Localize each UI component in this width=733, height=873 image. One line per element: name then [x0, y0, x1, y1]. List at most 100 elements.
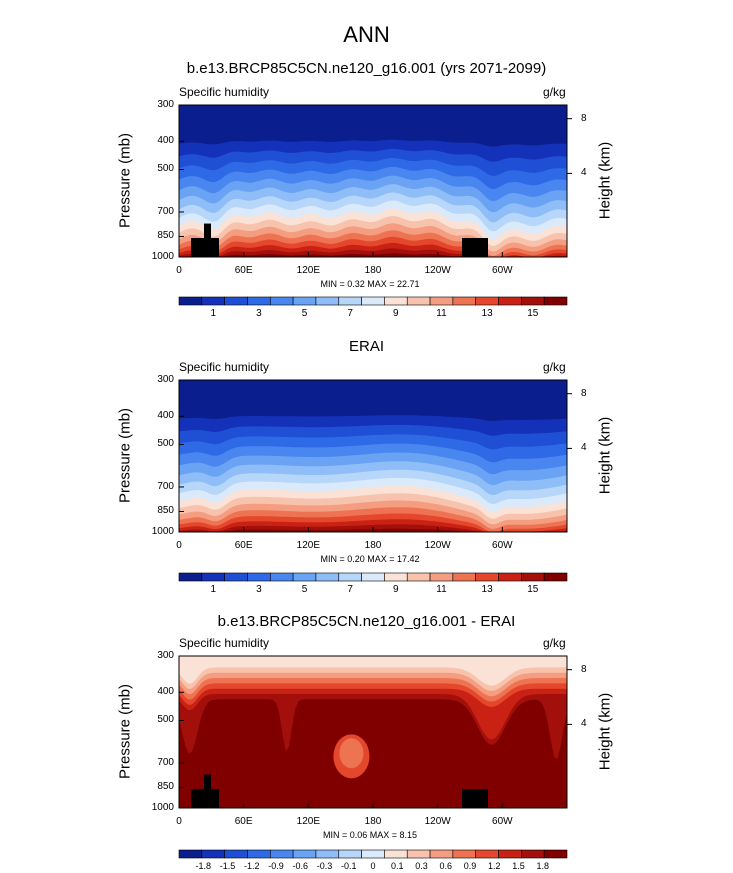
colorbar-label: 13: [481, 584, 493, 595]
colorbar-label: 7: [347, 308, 353, 319]
colorbar-label: 9: [393, 584, 399, 595]
colorbar-label: 3: [256, 584, 262, 595]
y-tick-label: 1000: [151, 251, 174, 262]
x-tick-label: 120W: [424, 540, 451, 551]
colorbar-label: 1.8: [536, 861, 549, 871]
colorbar-label: 13: [481, 308, 493, 319]
y-axis-label: Pressure (mb): [116, 683, 134, 780]
panel-title: b.e13.BRCP85C5CN.ne120_g16.001 - ERAI: [217, 613, 516, 630]
variable-label: Specific humidity: [179, 636, 270, 650]
y-tick-label: 850: [157, 505, 174, 517]
colorbar-label: -1.5: [219, 861, 236, 871]
colorbar-label: -1.2: [243, 861, 260, 871]
y-tick-label: 400: [157, 410, 174, 422]
colorbar-label: 0: [370, 861, 376, 871]
colorbar-label: -0.1: [340, 861, 357, 871]
y-tick-label: 700: [157, 756, 174, 768]
colorbar-swatch: [292, 849, 317, 859]
colorbar-swatch: [247, 849, 271, 859]
colorbar-label: 7: [347, 584, 353, 595]
min-max-label: MIN = 0.06 MAX = 8.15: [322, 830, 418, 840]
colorbar-label: 1: [210, 308, 217, 319]
y-tick-label: 700: [157, 480, 174, 492]
topography-mask: [204, 223, 211, 257]
y-tick-label: 1000: [151, 526, 174, 537]
x-tick-label: 0: [176, 816, 182, 827]
topography-mask: [191, 238, 205, 257]
colorbar-swatch: [178, 849, 203, 859]
colorbar-swatch: [361, 849, 385, 859]
panel-title: ERAI: [348, 338, 384, 355]
colorbar-swatch: [384, 849, 408, 859]
units-label: g/kg: [543, 636, 566, 650]
x-tick-label: 180: [364, 265, 382, 276]
colorbar-swatch: [429, 849, 454, 859]
field-blob: [339, 738, 364, 769]
colorbar-label: 1.2: [487, 861, 501, 871]
x-tick-label: 120E: [296, 816, 320, 827]
y-tick-label: 300: [157, 374, 174, 385]
field-band: [179, 699, 567, 808]
right-tick-label: 8: [581, 663, 587, 675]
y-tick-label: 400: [157, 135, 174, 147]
variable-label: Specific humidity: [179, 360, 270, 374]
units-label: g/kg: [543, 85, 566, 99]
panel-title: b.e13.BRCP85C5CN.ne120_g16.001 (yrs 2071…: [186, 60, 547, 77]
topography-mask: [462, 789, 488, 808]
x-tick-label: 60E: [234, 816, 253, 827]
min-max-label: MIN = 0.20 MAX = 17.42: [320, 554, 420, 564]
colorbar-swatch: [543, 572, 568, 582]
x-tick-label: 180: [364, 816, 382, 827]
x-tick-label: 120W: [424, 816, 451, 827]
x-tick-label: 0: [176, 540, 182, 551]
x-tick-label: 60W: [492, 816, 513, 827]
colorbar: [178, 296, 568, 306]
colorbar: [178, 849, 568, 859]
colorbar-label: 11: [436, 308, 447, 319]
page-title: ANN: [343, 22, 390, 47]
y-tick-label: 500: [157, 163, 174, 175]
y-tick-label: 300: [157, 650, 174, 661]
x-tick-label: 60E: [234, 540, 253, 551]
right-tick-label: 8: [581, 112, 587, 124]
x-tick-label: 180: [364, 540, 382, 551]
topography-mask: [209, 789, 219, 808]
colorbar-label: -0.9: [268, 861, 284, 871]
right-tick-label: 8: [581, 387, 587, 399]
colorbar-swatch: [224, 849, 248, 859]
colorbar-swatch: [201, 849, 225, 859]
y-tick-label: 400: [157, 686, 174, 698]
y-tick-label: 700: [157, 205, 174, 217]
x-tick-label: 0: [176, 265, 182, 276]
colorbar-label: 11: [436, 584, 447, 595]
variable-label: Specific humidity: [179, 85, 270, 99]
topography-mask: [209, 238, 219, 257]
colorbar-label: 5: [301, 584, 308, 595]
topography-mask: [462, 238, 488, 257]
colorbar: [178, 572, 568, 582]
topography-mask: [191, 789, 205, 808]
colorbar-label: 0.3: [415, 861, 428, 871]
contour-field: [179, 656, 567, 808]
colorbar-label: 15: [527, 308, 539, 319]
colorbar-swatch: [543, 849, 568, 859]
contour-field: [179, 380, 567, 532]
colorbar-swatch: [406, 849, 431, 859]
right-tick-label: 4: [581, 442, 587, 454]
right-tick-label: 4: [581, 167, 587, 179]
x-tick-label: 60W: [492, 265, 513, 276]
colorbar-swatch: [269, 849, 294, 859]
y-tick-label: 850: [157, 781, 174, 793]
y-tick-label: 500: [157, 438, 174, 450]
y-axis-right-label: Height (km): [596, 692, 614, 771]
x-tick-label: 120E: [296, 540, 320, 551]
colorbar-label: 0.1: [390, 861, 404, 871]
colorbar-label: 5: [301, 308, 308, 319]
colorbar-label: -0.3: [316, 861, 333, 871]
x-tick-label: 120W: [424, 265, 451, 276]
y-tick-label: 500: [157, 714, 174, 726]
min-max-label: MIN = 0.32 MAX = 22.71: [320, 279, 420, 289]
colorbar-label: 9: [393, 308, 399, 319]
